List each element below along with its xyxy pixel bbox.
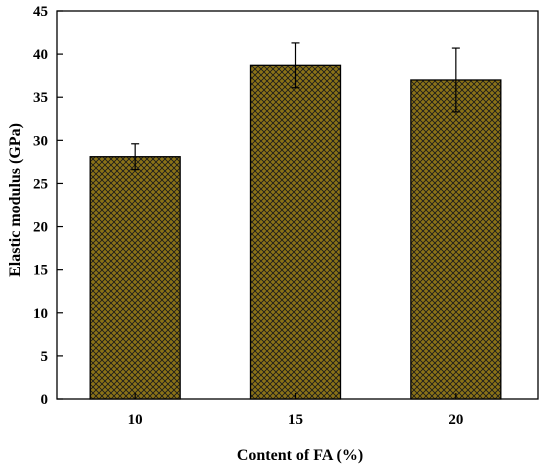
bar: [410, 79, 502, 400]
bar: [249, 64, 342, 400]
y-axis: 0 5 10 15 20 25 30 35 40 45: [33, 4, 63, 408]
x-axis: 10 15 20: [128, 393, 463, 428]
y-tick-label: 35: [33, 90, 48, 106]
x-axis-title: Content of FA (%): [237, 447, 363, 464]
y-tick-label: 20: [33, 220, 48, 236]
x-tick-label: 20: [448, 412, 463, 428]
y-tick-label: 5: [41, 349, 49, 365]
y-tick-label: 15: [33, 263, 48, 279]
y-tick-label: 45: [33, 4, 48, 20]
y-axis-title: Elastic modulus (GPa): [7, 123, 24, 277]
y-tick-label: 30: [33, 133, 48, 149]
y-tick-label: 25: [33, 176, 48, 192]
bars: [89, 64, 502, 400]
error-bars: [131, 42, 460, 171]
y-tick-label: 40: [33, 47, 48, 63]
x-tick-label: 10: [128, 412, 143, 428]
bar: [89, 156, 181, 400]
y-tick-label: 10: [33, 306, 48, 322]
y-tick-label: 0: [41, 392, 49, 408]
x-tick-label: 15: [288, 412, 303, 428]
